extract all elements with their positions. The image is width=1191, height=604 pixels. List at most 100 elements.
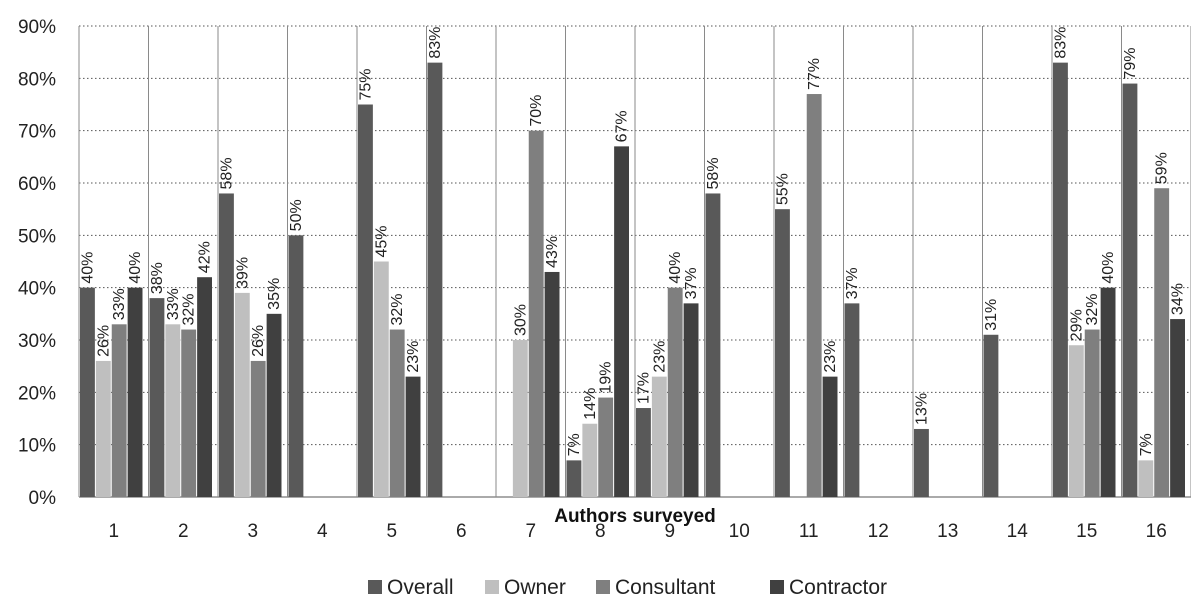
legend-item-owner: Owner xyxy=(485,576,566,599)
y-tick-label: 10% xyxy=(18,436,56,457)
bar-overall xyxy=(914,428,929,497)
data-label: 55% xyxy=(774,173,791,205)
x-tick-label: 14 xyxy=(1007,521,1029,542)
x-tick-label: 8 xyxy=(595,521,606,542)
legend-label: Consultant xyxy=(615,576,716,599)
bar-overall xyxy=(705,193,721,497)
bar-consultant xyxy=(181,329,197,497)
y-tick-label: 90% xyxy=(18,17,56,38)
bar-consultant xyxy=(389,329,405,497)
data-label: 67% xyxy=(614,110,631,142)
x-axis-title: Authors surveyed xyxy=(554,506,716,527)
bar-consultant xyxy=(806,94,822,498)
bar-contractor xyxy=(1170,319,1185,497)
data-label: 33% xyxy=(111,288,128,320)
data-label: 70% xyxy=(528,95,545,127)
data-label: 19% xyxy=(598,362,615,394)
data-label: 43% xyxy=(544,236,561,268)
legend: Overall Owner Consultant Contractor xyxy=(368,576,887,599)
bar-contractor xyxy=(1100,287,1116,497)
y-tick-label: 40% xyxy=(18,279,56,300)
y-tick-label: 70% xyxy=(18,122,56,143)
x-tick-label: 1 xyxy=(108,521,119,542)
bar-consultant xyxy=(667,287,683,497)
data-label: 83% xyxy=(1052,27,1069,59)
data-label: 77% xyxy=(806,58,823,90)
x-tick-label: 2 xyxy=(178,521,189,542)
x-tick-label: 3 xyxy=(247,521,258,542)
data-label: 32% xyxy=(1084,294,1101,326)
data-label: 58% xyxy=(705,157,722,189)
legend-swatch xyxy=(770,580,784,594)
data-label: 79% xyxy=(1122,48,1139,80)
x-tick-label: 7 xyxy=(525,521,536,542)
y-tick-label: 30% xyxy=(18,331,56,352)
bar-overall xyxy=(219,193,234,497)
data-label: 30% xyxy=(512,304,529,336)
legend-swatch xyxy=(485,580,499,594)
data-label: 45% xyxy=(373,225,390,257)
data-label: 32% xyxy=(389,294,406,326)
legend-item-overall: Overall xyxy=(368,576,454,599)
data-label: 33% xyxy=(165,288,182,320)
data-label: 39% xyxy=(234,257,251,289)
bar-overall xyxy=(1122,83,1138,498)
data-label: 23% xyxy=(405,341,422,373)
data-label: 7% xyxy=(1138,433,1155,456)
y-tick-label: 50% xyxy=(18,226,56,247)
bar-owner xyxy=(373,261,389,497)
bar-owner xyxy=(512,340,528,497)
y-tick-label: 60% xyxy=(18,174,56,195)
bar-overall xyxy=(1053,62,1068,498)
data-label: 75% xyxy=(357,68,374,100)
bar-contractor xyxy=(683,303,699,497)
x-tick-label: 6 xyxy=(456,521,467,542)
data-label: 29% xyxy=(1068,309,1085,341)
bar-overall xyxy=(80,287,95,497)
x-tick-label: 11 xyxy=(799,521,819,542)
data-label: 40% xyxy=(667,252,684,284)
data-label: 40% xyxy=(79,252,96,284)
data-label: 40% xyxy=(127,252,144,284)
data-label: 58% xyxy=(218,157,235,189)
y-tick-label: 20% xyxy=(18,383,56,404)
y-tick-label: 0% xyxy=(29,488,57,509)
x-tick-label: 16 xyxy=(1146,521,1167,542)
data-labels: 40% 38% 58% 50% 75% 83% 7% 17% 58% 55% 37% 13% 31% 83… xyxy=(79,27,1186,457)
bar-overall xyxy=(844,303,860,497)
data-label: 17% xyxy=(635,372,652,404)
x-tick-label: 13 xyxy=(937,521,958,542)
legend-item-contractor: Contractor xyxy=(770,576,887,599)
data-label: 35% xyxy=(266,278,283,310)
bar-consultant xyxy=(1084,329,1100,497)
x-tick-label: 12 xyxy=(868,521,889,542)
bar-contractor xyxy=(266,313,282,497)
bar-overall xyxy=(427,62,443,498)
bar-contractor xyxy=(614,146,629,497)
legend-label: Contractor xyxy=(789,576,887,599)
grid xyxy=(78,25,1191,498)
bar-owner xyxy=(582,423,598,497)
bar-overall xyxy=(983,334,999,497)
x-tick-label: 15 xyxy=(1076,521,1097,542)
legend-swatch xyxy=(596,580,610,594)
x-tick-label: 4 xyxy=(317,521,328,542)
data-label: 14% xyxy=(582,388,599,420)
data-label: 59% xyxy=(1154,152,1171,184)
data-label: 37% xyxy=(844,267,861,299)
bar-owner xyxy=(651,376,667,497)
x-tick-label: 9 xyxy=(664,521,675,542)
bar-owner xyxy=(234,292,250,497)
bar-overall xyxy=(566,460,582,497)
data-label: 23% xyxy=(651,341,668,373)
bar-contractor xyxy=(822,376,838,497)
data-label: 42% xyxy=(197,241,214,273)
legend-swatch xyxy=(368,580,382,594)
data-label: 37% xyxy=(683,267,700,299)
data-label: 7% xyxy=(566,433,583,456)
data-label: 32% xyxy=(181,294,198,326)
data-label: 13% xyxy=(913,393,930,425)
x-axis-ticks: 1 2 3 4 5 6 7 8 9 10 11 12 13 14 15 16 xyxy=(108,521,1166,542)
data-label: 26% xyxy=(250,325,267,357)
